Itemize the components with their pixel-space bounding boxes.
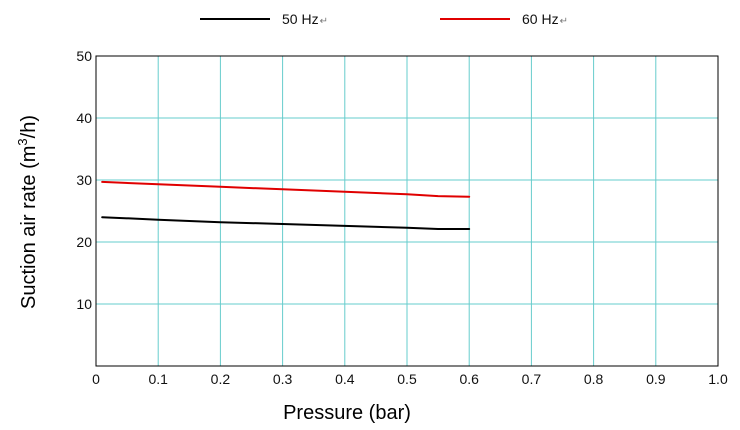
y-axis-title-main: Suction air rate (m: [18, 146, 40, 309]
legend-label-50-hz: 50 Hz: [282, 11, 319, 27]
series-line-50-hz: [101, 216, 471, 230]
x-tick-label: 0.8: [584, 371, 604, 387]
y-tick-label: 40: [76, 110, 92, 126]
legend-label-60-hz: 60 Hz: [522, 11, 559, 27]
grid: [96, 56, 718, 366]
y-axis-title-tail: /h): [18, 115, 40, 138]
x-tick-labels: 0 0.1 0.2 0.3 0.4 0.5 0.6 0.7 0.8 0.9 1.0: [92, 371, 728, 387]
x-tick-label: 0: [92, 371, 100, 387]
legend: 50 Hz ↵ 60 Hz ↵: [200, 11, 568, 27]
series-line-60-hz: [101, 180, 471, 198]
legend-return-mark: ↵: [320, 16, 328, 27]
y-tick-label: 50: [76, 48, 92, 64]
x-axis-title: Pressure (bar): [283, 402, 411, 424]
x-tick-label: 0.3: [273, 371, 293, 387]
x-tick-label: 0.4: [335, 371, 355, 387]
y-axis-title-sup: 3: [15, 138, 30, 145]
y-tick-label: 30: [76, 172, 92, 188]
x-tick-label: 0.7: [522, 371, 542, 387]
x-tick-label: 0.6: [459, 371, 479, 387]
x-tick-label: 0.9: [646, 371, 666, 387]
series-layer: [101, 180, 471, 230]
x-tick-label: 1.0: [708, 371, 728, 387]
y-tick-label: 20: [76, 234, 92, 250]
y-tick-label: 10: [76, 296, 92, 312]
y-tick-labels: 10 20 30 40 50: [76, 48, 92, 312]
y-axis-title: Suction air rate (m3/h): [15, 115, 40, 309]
plot-frame: [95, 55, 719, 367]
x-tick-label: 0.2: [211, 371, 231, 387]
legend-return-mark: ↵: [560, 16, 568, 27]
x-tick-label: 0.1: [148, 371, 168, 387]
x-tick-label: 0.5: [397, 371, 417, 387]
